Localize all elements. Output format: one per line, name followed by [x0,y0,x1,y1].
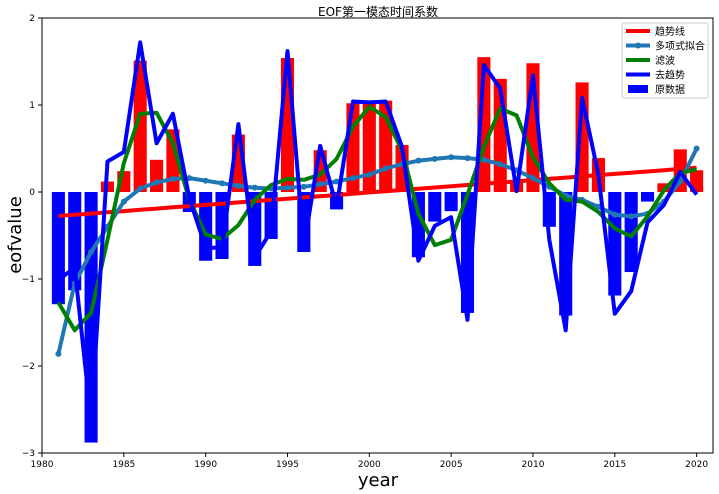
x-tick-label: 2020 [685,460,708,470]
bar-1988 [166,129,180,192]
x-tick-label: 1995 [276,460,299,470]
bar-1993 [248,192,262,266]
poly-marker-1981 [55,350,62,357]
poly-marker-1997 [317,181,324,188]
bar-1986 [133,60,147,192]
poly-marker-1983 [88,249,95,256]
lines-layer [55,40,700,423]
y-tick-label: 0 [29,188,35,198]
poly-marker-1988 [169,175,176,182]
poly-marker-1990 [202,177,209,184]
plot-frame [41,17,714,454]
x-axis: 1980 1985 1990 1995 2000 2005 2010 2015 2020 [31,453,708,470]
poly-marker-2001 [382,165,389,172]
series-line-4 [57,40,699,423]
y-tick-label: −3 [22,449,35,459]
bar-1981 [51,192,65,305]
legend-label: 去趋势 [655,69,685,82]
legend-swatch [628,85,648,93]
poly-marker-2016 [628,213,635,220]
poly-marker-2000 [366,171,373,178]
x-tick-label: 2000 [358,460,381,470]
poly-marker-2004 [431,155,438,162]
bar-1987 [150,159,164,192]
poly-marker-1992 [235,182,242,189]
poly-marker-2008 [497,161,504,168]
poly-marker-1986 [137,185,144,192]
poly-marker-1999 [349,175,356,182]
poly-marker-2020 [693,145,700,152]
y-tick-label: −1 [22,275,35,285]
legend-label: 趋势线 [655,25,685,38]
poly-marker-1991 [219,180,226,187]
legend-label: 多项式拟合 [655,40,705,53]
x-tick-label: 2005 [440,460,463,470]
x-tick-label: 1980 [31,460,54,470]
y-axis-label: eofvalue [5,196,26,274]
y-tick-label: 2 [29,14,35,24]
poly-marker-2007 [480,156,487,163]
legend-label: 原数据 [655,83,685,96]
bar-2004 [428,192,442,222]
poly-marker-1996 [300,183,307,190]
x-tick-label: 1990 [194,460,217,470]
legend-box [621,22,709,99]
series-line-1 [58,165,697,218]
poly-marker-1995 [284,184,291,191]
poly-marker-2019 [677,178,684,185]
bar-2005 [444,192,458,212]
poly-marker-2003 [415,157,422,164]
chart-title: EOF第一模态时间系数 [318,4,438,19]
bar-2000 [362,103,376,192]
poly-marker-1998 [333,178,340,185]
bar-2016 [624,192,638,273]
x-tick-label: 2015 [603,460,626,470]
poly-marker-2015 [611,211,618,218]
poly-marker-2014 [595,203,602,210]
poly-marker-1989 [186,175,193,182]
legend-label: 滤波 [655,54,675,67]
x-tick-label: 2010 [522,460,545,470]
legend-marker [635,42,641,49]
poly-marker-1987 [153,179,160,186]
poly-marker-2010 [529,175,536,182]
bar-2017 [640,192,655,202]
x-tick-label: 1985 [112,460,135,470]
bar-2020 [690,170,704,192]
y-axis: −3 −2 −1 0 1 2 [22,14,42,459]
series-line-2 [56,147,699,355]
x-axis-label: year [358,470,399,491]
poly-marker-2005 [448,154,455,161]
poly-marker-1993 [251,184,258,191]
poly-marker-2006 [464,155,471,162]
y-tick-label: 1 [29,101,35,111]
poly-marker-1985 [120,198,127,205]
y-tick-label: −2 [22,362,35,372]
